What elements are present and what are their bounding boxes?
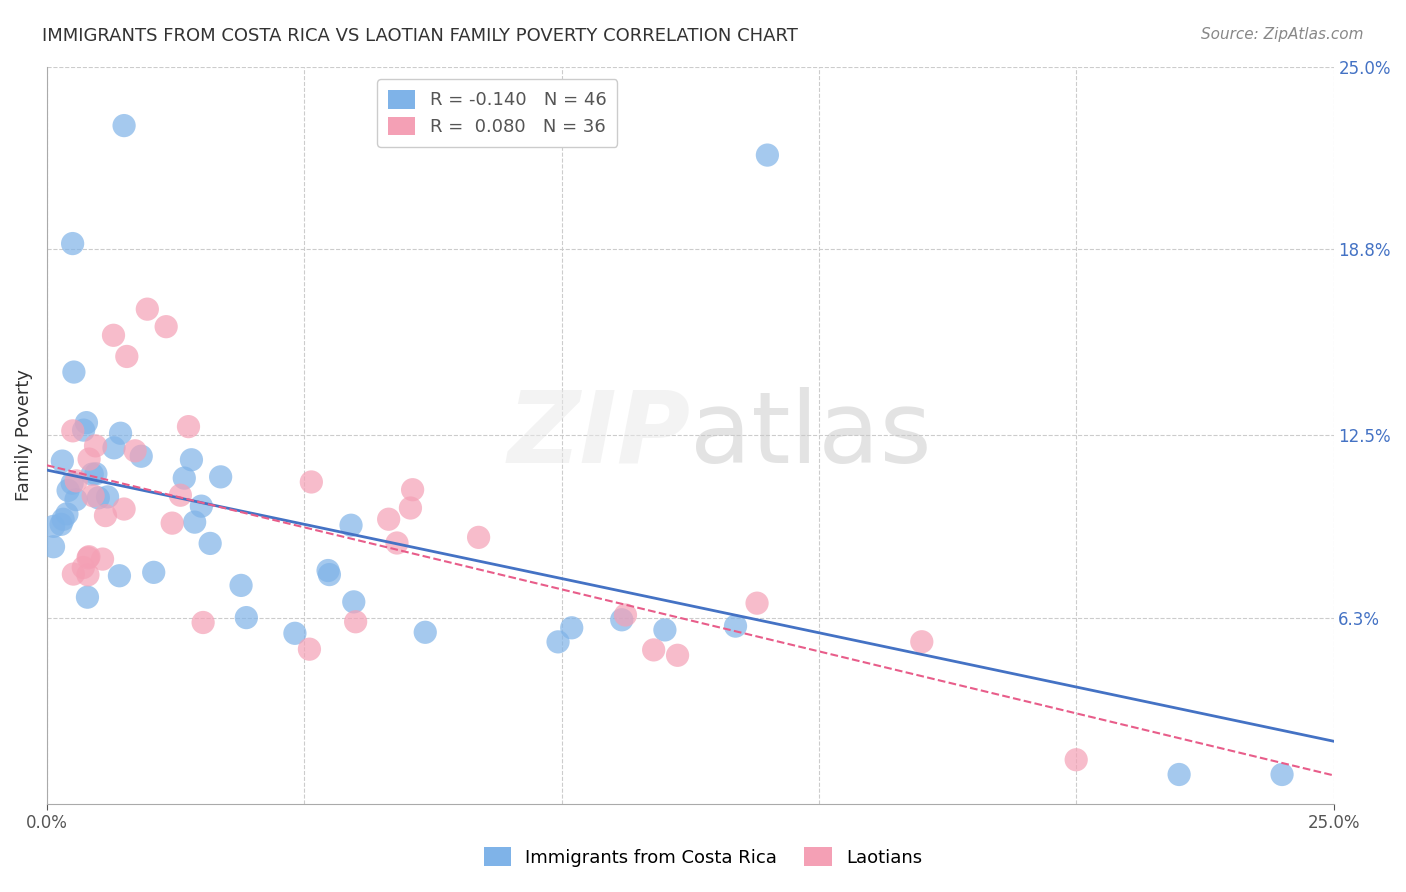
Point bbox=[112, 502, 135, 516]
Point bbox=[52, 512, 75, 526]
Point bbox=[547, 635, 569, 649]
Point bbox=[60, 476, 83, 491]
Point bbox=[198, 536, 221, 550]
Point bbox=[183, 515, 205, 529]
Point bbox=[62, 236, 84, 251]
Point bbox=[235, 610, 257, 624]
Point bbox=[77, 567, 100, 582]
Point bbox=[284, 626, 307, 640]
Point bbox=[1064, 753, 1087, 767]
Text: IMMIGRANTS FROM COSTA RICA VS LAOTIAN FAMILY POVERTY CORRELATION CHART: IMMIGRANTS FROM COSTA RICA VS LAOTIAN FA… bbox=[42, 27, 799, 45]
Point bbox=[399, 501, 422, 516]
Point bbox=[191, 615, 214, 630]
Point bbox=[82, 467, 104, 482]
Point bbox=[77, 550, 100, 565]
Legend: Immigrants from Costa Rica, Laotians: Immigrants from Costa Rica, Laotians bbox=[477, 840, 929, 874]
Point bbox=[343, 595, 366, 609]
Text: ZIP: ZIP bbox=[508, 387, 690, 483]
Point bbox=[316, 564, 339, 578]
Point bbox=[177, 419, 200, 434]
Point bbox=[112, 119, 135, 133]
Point bbox=[756, 148, 779, 162]
Point bbox=[97, 490, 120, 504]
Point bbox=[643, 643, 665, 657]
Point bbox=[654, 623, 676, 637]
Text: atlas: atlas bbox=[690, 387, 932, 483]
Point bbox=[190, 499, 212, 513]
Point bbox=[229, 578, 252, 592]
Point bbox=[56, 507, 79, 521]
Point bbox=[136, 302, 159, 317]
Point bbox=[377, 512, 399, 526]
Point bbox=[115, 350, 138, 364]
Point bbox=[65, 492, 87, 507]
Point bbox=[155, 319, 177, 334]
Point bbox=[108, 568, 131, 582]
Point bbox=[77, 452, 100, 467]
Point bbox=[62, 424, 84, 438]
Point bbox=[103, 328, 125, 343]
Point bbox=[614, 607, 637, 622]
Point bbox=[610, 613, 633, 627]
Point bbox=[103, 441, 125, 455]
Point bbox=[91, 552, 114, 566]
Point bbox=[318, 567, 340, 582]
Point bbox=[467, 530, 489, 544]
Point bbox=[745, 596, 768, 610]
Y-axis label: Family Poverty: Family Poverty bbox=[15, 369, 32, 501]
Point bbox=[84, 467, 107, 481]
Point bbox=[72, 560, 94, 574]
Point bbox=[124, 443, 146, 458]
Point bbox=[340, 518, 363, 533]
Point bbox=[62, 567, 84, 582]
Point bbox=[65, 474, 87, 488]
Point bbox=[84, 439, 107, 453]
Point bbox=[299, 475, 322, 489]
Point bbox=[160, 516, 183, 530]
Point bbox=[49, 517, 72, 532]
Point bbox=[413, 625, 436, 640]
Point bbox=[1168, 767, 1191, 781]
Point bbox=[561, 621, 583, 635]
Point bbox=[82, 489, 104, 503]
Point bbox=[63, 365, 86, 379]
Point bbox=[75, 416, 97, 430]
Point bbox=[724, 619, 747, 633]
Point bbox=[209, 470, 232, 484]
Point bbox=[401, 483, 423, 497]
Point bbox=[173, 471, 195, 485]
Text: Source: ZipAtlas.com: Source: ZipAtlas.com bbox=[1201, 27, 1364, 42]
Point bbox=[42, 519, 65, 533]
Point bbox=[110, 426, 132, 441]
Legend: R = -0.140   N = 46, R =  0.080   N = 36: R = -0.140 N = 46, R = 0.080 N = 36 bbox=[377, 79, 617, 147]
Point bbox=[344, 615, 367, 629]
Point bbox=[94, 508, 117, 523]
Point bbox=[51, 454, 73, 468]
Point bbox=[142, 566, 165, 580]
Point bbox=[56, 483, 79, 498]
Point bbox=[666, 648, 689, 663]
Point bbox=[87, 491, 110, 505]
Point bbox=[180, 452, 202, 467]
Point bbox=[42, 540, 65, 554]
Point bbox=[77, 549, 100, 564]
Point bbox=[169, 488, 191, 502]
Point bbox=[72, 423, 94, 437]
Point bbox=[298, 642, 321, 657]
Point bbox=[911, 634, 934, 648]
Point bbox=[385, 536, 408, 550]
Point bbox=[1271, 767, 1294, 781]
Point bbox=[76, 590, 98, 604]
Point bbox=[129, 449, 152, 463]
